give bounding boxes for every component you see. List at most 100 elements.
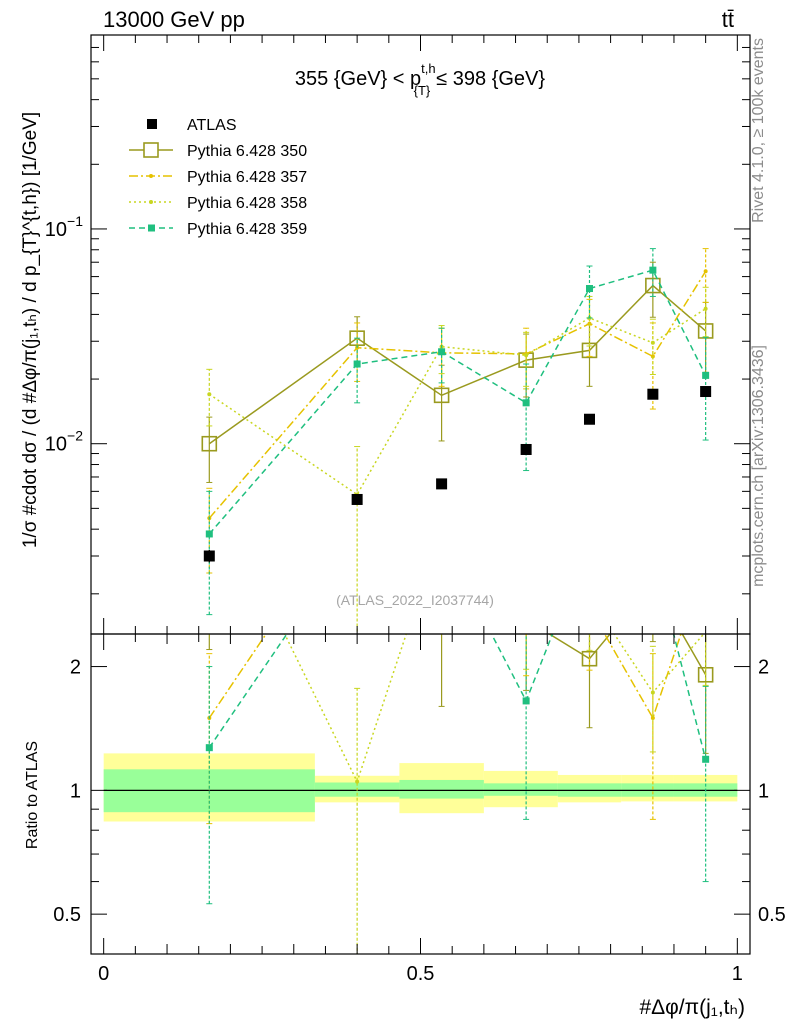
- ratio-point-357: [440, 536, 444, 540]
- legend-marker-atlas: [147, 119, 157, 129]
- legend-label: ATLAS: [187, 117, 237, 134]
- x-tick-label: 0: [98, 963, 109, 985]
- analysis-watermark: (ATLAS_2022_I2037744): [336, 592, 494, 608]
- rivet-version-label: Rivet 4.1.0, ≥ 100k events: [750, 38, 767, 223]
- x-axis-label: #Δφ/π(j₁,tₕ): [639, 996, 745, 1019]
- data-point-atlas: [203, 550, 215, 562]
- legend-marker-359: [148, 224, 155, 232]
- series-line-359: [208, 269, 707, 535]
- ratio-line-359: [208, 634, 707, 760]
- data-point-359: [522, 399, 530, 407]
- mcplots-reference-label: mcplots.cern.ch [arXiv:1306.3436]: [750, 345, 767, 587]
- ratio-y-tick-label-right: 1: [758, 780, 769, 802]
- data-point-359: [438, 348, 446, 356]
- ratio-point-350: [435, 614, 449, 628]
- ratio-point-358: [355, 779, 360, 784]
- ratio-point-350: [350, 476, 364, 490]
- ratio-point-359: [586, 537, 593, 544]
- ratio-point-350: [519, 613, 533, 627]
- ratio-point-350: [646, 576, 660, 590]
- ratio-point-358: [650, 690, 655, 695]
- tick-label-exponent: −2: [67, 428, 83, 444]
- data-point-atlas: [436, 478, 448, 490]
- main-y-axis-label: 1/σ #cdot dσ / (d #Δφ/π(j₁,tₕ) / d p_{T}…: [20, 112, 41, 548]
- ratio-point-358: [524, 608, 528, 612]
- ratio-point-359: [649, 549, 656, 556]
- ratio-y-tick-label-left: 1: [70, 780, 81, 802]
- legend-entry-358[interactable]: Pythia 6.428 358: [129, 195, 307, 212]
- ratio-point-357: [704, 558, 708, 562]
- data-point-359: [205, 530, 213, 538]
- data-point-atlas: [351, 493, 363, 505]
- data-point-358: [650, 340, 655, 345]
- data-point-358: [207, 392, 212, 397]
- ratio-point-350: [581, 650, 598, 667]
- ratio-point-359: [702, 755, 710, 763]
- legend-label: Pythia 6.428 358: [187, 195, 307, 212]
- header-final-state: tt̄: [722, 7, 734, 32]
- legend-label: Pythia 6.428 350: [187, 143, 307, 160]
- uncertainty-band-stat: [483, 783, 558, 796]
- data-point-359: [353, 360, 361, 368]
- data-point-350: [201, 435, 218, 452]
- data-point-359: [702, 371, 710, 379]
- ratio-point-357: [524, 605, 528, 609]
- title-subscript: {T}: [414, 83, 431, 98]
- data-point-359: [585, 285, 593, 293]
- ratio-y-axis-label: Ratio to ATLAS: [24, 741, 41, 849]
- legend-entry-357[interactable]: Pythia 6.428 357: [129, 169, 307, 186]
- data-point-358: [703, 306, 708, 311]
- legend-entry-atlas[interactable]: ATLAS: [147, 117, 237, 134]
- ratio-point-358: [440, 526, 444, 530]
- legend-label: Pythia 6.428 359: [187, 221, 307, 238]
- legend-entry-350[interactable]: Pythia 6.428 350: [129, 142, 307, 160]
- data-point-atlas: [583, 413, 595, 425]
- data-point-atlas: [700, 386, 712, 398]
- data-point-atlas: [520, 443, 532, 455]
- ratio-point-359: [438, 534, 445, 541]
- ratio-point-357: [650, 715, 655, 720]
- data-point-359: [649, 266, 657, 274]
- tick-label-exponent: −1: [67, 213, 83, 229]
- main-panel: 10−210−1 355 {GeV} < pt,h {T}≤ 398 {GeV} …: [20, 34, 751, 635]
- data-point-358: [524, 353, 529, 358]
- ratio-line-358: [283, 634, 705, 784]
- legend: ATLAS Pythia 6.428 350 Pythia 6.428 357 Pyt…: [129, 117, 307, 238]
- ratio-point-357: [587, 606, 591, 610]
- ratio-line-357: [208, 634, 682, 720]
- legend-entry-359[interactable]: Pythia 6.428 359: [129, 221, 307, 238]
- main-y-tick-label: 10−2: [45, 428, 83, 456]
- ratio-y-tick-label-left: 0.5: [53, 904, 81, 926]
- header-process: 13000 GeV pp: [103, 7, 245, 32]
- ratio-line-350: [547, 634, 707, 676]
- ratio-point-358: [587, 595, 591, 599]
- ratio-point-359: [522, 697, 530, 705]
- legend-label: Pythia 6.428 357: [187, 169, 307, 186]
- tick-label-base: 10: [45, 434, 67, 456]
- ratio-y-tick-label-left: 2: [70, 657, 81, 679]
- ratio-plot-frame: [90, 633, 751, 955]
- legend-marker-350: [143, 142, 159, 158]
- title-superscript: t,h: [421, 61, 435, 76]
- legend-marker-357: [149, 174, 153, 178]
- x-tick-label: 1: [732, 963, 743, 985]
- data-point-350: [433, 387, 450, 404]
- ratio-point-359: [205, 744, 213, 752]
- series-line-358: [208, 308, 707, 496]
- series-line-350: [208, 284, 707, 445]
- title-range-upper: ≤ 398 {GeV}: [436, 68, 545, 90]
- chart-title: 355 {GeV} < pt,h {T} ≤ 398 {GeV}: [295, 61, 545, 98]
- ratio-y-tick-label-right: 2: [758, 657, 769, 679]
- main-y-tick-label: 10−1: [45, 213, 83, 241]
- ratio-y-tick-label-right: 0.5: [758, 904, 786, 926]
- ratio-panel: 0.5 0.5 1 1 2 2 0 0.5 1 Ratio to ATLAS #Δφ/π(j₁,…: [24, 476, 786, 1019]
- data-point-357: [703, 269, 708, 274]
- uncertainty-band-stat: [399, 779, 484, 799]
- data-point-atlas: [647, 388, 659, 400]
- tick-label-base: 10: [45, 219, 67, 241]
- data-point-357: [650, 354, 655, 359]
- legend-marker-358: [149, 200, 153, 204]
- title-range-lower: 355 {GeV} < p: [295, 68, 421, 90]
- x-tick-label: 0.5: [407, 963, 435, 985]
